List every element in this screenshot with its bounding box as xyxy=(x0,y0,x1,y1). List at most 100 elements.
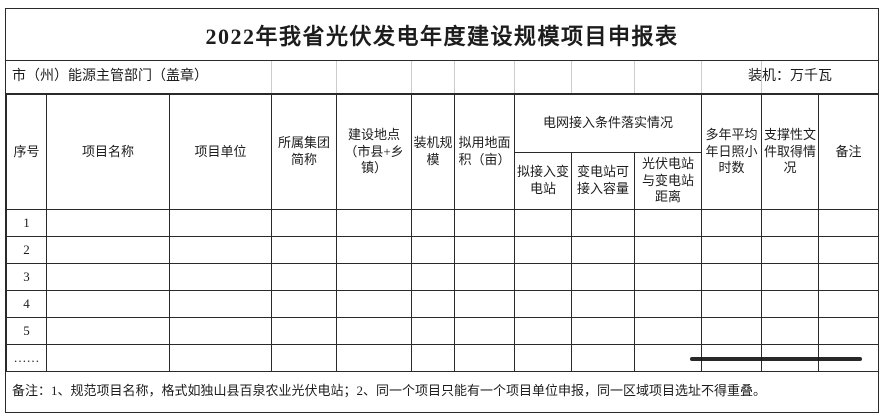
data-cell xyxy=(454,290,515,318)
data-cell xyxy=(571,209,635,237)
data-cell xyxy=(271,317,337,345)
data-cell xyxy=(336,317,412,345)
row-index: 4 xyxy=(6,290,47,318)
data-cell xyxy=(818,317,880,345)
installed-capacity-unit-label: 装机：万千瓦 xyxy=(748,69,832,84)
data-cell xyxy=(336,290,412,318)
data-cell xyxy=(169,317,272,345)
data-cell xyxy=(514,209,572,237)
data-cell xyxy=(633,317,703,345)
data-cell xyxy=(633,209,703,237)
data-cell xyxy=(46,344,170,372)
data-cell xyxy=(46,236,170,264)
data-cell xyxy=(818,290,880,318)
col-header-substation-capacity: 变电站可接入容量 xyxy=(571,152,635,210)
info-bar: 市（州）能源主管部门（盖章） 装机：万千瓦 xyxy=(6,61,878,94)
table-row: 3 xyxy=(6,263,880,291)
col-header-capacity: 装机规模 xyxy=(411,94,455,210)
data-cell xyxy=(571,263,635,291)
table-row: 2 xyxy=(6,236,880,264)
data-cell xyxy=(169,290,272,318)
data-cell xyxy=(271,290,337,318)
data-cell xyxy=(761,209,820,237)
data-cell xyxy=(761,317,820,345)
data-cell xyxy=(571,290,635,318)
data-cell xyxy=(411,290,455,318)
data-cell xyxy=(411,317,455,345)
data-cell xyxy=(761,263,820,291)
data-cell xyxy=(514,317,572,345)
row-index: 1 xyxy=(6,209,47,237)
data-cell xyxy=(701,290,763,318)
data-cell xyxy=(411,344,455,372)
row-index: 5 xyxy=(6,317,47,345)
data-cell xyxy=(411,263,455,291)
faint-gridline xyxy=(571,61,572,93)
col-header-project-unit: 项目单位 xyxy=(169,94,272,210)
data-cell xyxy=(514,344,572,372)
faint-gridline xyxy=(271,61,272,93)
data-cell xyxy=(169,344,272,372)
data-cell xyxy=(633,290,703,318)
col-header-land-area: 拟用地面积（亩） xyxy=(454,94,515,210)
data-cell xyxy=(271,344,337,372)
data-cell xyxy=(46,290,170,318)
faint-gridline xyxy=(634,61,635,93)
data-cell xyxy=(336,209,412,237)
scan-artifact-bar xyxy=(690,357,862,361)
col-header-group-abbr: 所属集团简称 xyxy=(271,94,337,210)
col-header-location: 建设地点（市县+乡镇） xyxy=(336,94,412,210)
data-cell xyxy=(169,236,272,264)
data-cell xyxy=(411,209,455,237)
row-index: 3 xyxy=(6,263,47,291)
data-cell xyxy=(411,236,455,264)
data-cell xyxy=(514,236,572,264)
data-cell xyxy=(336,344,412,372)
data-cell xyxy=(701,236,763,264)
data-cell xyxy=(818,236,880,264)
footnote: 备注：1、规范项目名称，格式如独山县百泉农业光伏电站；2、同一个项目只能有一个项… xyxy=(12,383,767,398)
form-title: 2022年我省光伏发电年度建设规模项目申报表 xyxy=(6,9,878,61)
col-header-project-name: 项目名称 xyxy=(46,94,170,210)
col-header-grid-access-group: 电网接入条件落实情况 xyxy=(513,94,703,153)
data-cell xyxy=(818,263,880,291)
faint-gridline xyxy=(514,61,515,93)
data-cell xyxy=(169,209,272,237)
pv-project-application-form: 2022年我省光伏发电年度建设规模项目申报表 市（州）能源主管部门（盖章） 装机… xyxy=(5,8,880,413)
data-cell xyxy=(761,236,820,264)
faint-gridline xyxy=(411,61,412,93)
project-table: 序号 项目名称 项目单位 所属集团简称 建设地点（市县+乡镇） 装机规模 拟用地… xyxy=(6,94,880,372)
data-cell xyxy=(454,236,515,264)
table-row: 4 xyxy=(6,290,880,318)
data-cell xyxy=(46,209,170,237)
data-cell xyxy=(271,236,337,264)
data-cell xyxy=(761,290,820,318)
data-cell xyxy=(633,236,703,264)
faint-gridline xyxy=(336,61,337,93)
data-cell xyxy=(571,236,635,264)
table-row: 5 xyxy=(6,317,880,345)
data-cell xyxy=(571,317,635,345)
data-cell xyxy=(336,236,412,264)
data-cell xyxy=(454,263,515,291)
faint-gridline xyxy=(454,61,455,93)
data-cell xyxy=(633,263,703,291)
data-cell xyxy=(46,317,170,345)
row-index: …… xyxy=(6,344,47,372)
data-cell xyxy=(701,209,763,237)
department-stamp-label: 市（州）能源主管部门（盖章） xyxy=(12,69,208,84)
row-index: 2 xyxy=(6,236,47,264)
data-cell xyxy=(514,263,572,291)
data-cell xyxy=(271,263,337,291)
data-cell xyxy=(701,317,763,345)
data-cell xyxy=(818,209,880,237)
data-cell xyxy=(169,263,272,291)
table-row: 1 xyxy=(6,209,880,237)
col-header-substation-distance: 光伏电站与变电站距离 xyxy=(633,152,703,210)
col-header-support-docs: 支撑性文件取得情况 xyxy=(761,94,820,210)
col-header-substation: 拟接入变电站 xyxy=(514,152,572,210)
data-cell xyxy=(454,344,515,372)
data-cell xyxy=(336,263,412,291)
data-cell xyxy=(271,209,337,237)
data-cell xyxy=(46,263,170,291)
